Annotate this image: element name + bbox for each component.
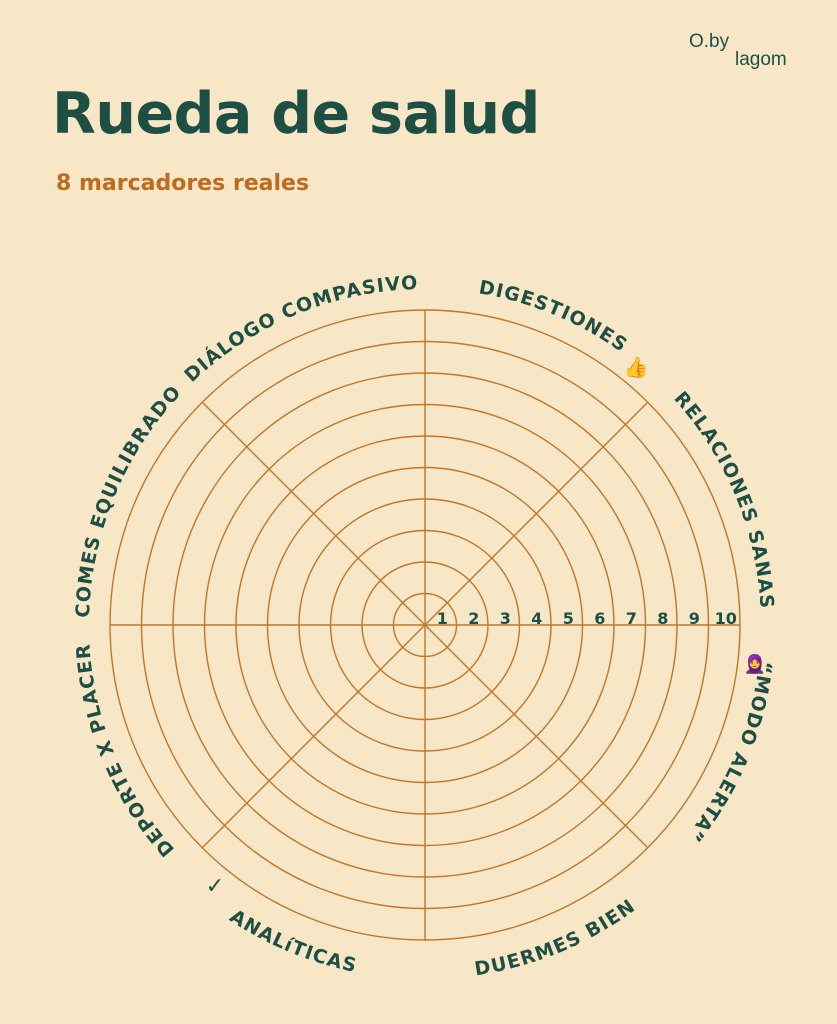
scale-number-3: 3	[500, 609, 511, 628]
scale-number-8: 8	[657, 609, 668, 628]
segment-label-6: DEPORTE X PLACER	[72, 642, 178, 860]
segment-label-4: DUERMES BIEN	[473, 895, 640, 981]
page-subtitle: 8 marcadores reales	[56, 171, 310, 196]
segment-label-5: ANALíTICAS	[226, 905, 359, 977]
segment-label-3: “MODO ALERTA”	[683, 660, 776, 846]
scale-number-10: 10	[715, 609, 737, 628]
scale-number-6: 6	[594, 609, 605, 628]
brand-part-2: lagom	[735, 49, 787, 70]
segment-label-7: COMES EQUILIBRADO	[72, 381, 186, 618]
scale-number-4: 4	[531, 609, 542, 628]
scale-number-1: 1	[437, 609, 448, 628]
page-title: Rueda de salud	[52, 81, 540, 147]
spoke-4	[201, 401, 649, 849]
segment-label-2: RELACIONES SANAS	[670, 387, 778, 610]
segment-label-1: DIGESTIONES	[477, 276, 632, 356]
segment-emoji-5: ✓	[206, 874, 224, 899]
scale-number-5: 5	[563, 609, 574, 628]
scale-number-9: 9	[689, 609, 700, 628]
wheel-scale: 1 2 3 4 5 6 7 8 9 10	[437, 609, 737, 628]
scale-number-2: 2	[468, 609, 479, 628]
wheel-grid	[109, 309, 741, 941]
segment-emoji-1: 👍	[624, 355, 649, 379]
segment-emoji-3: 🧕	[744, 653, 766, 675]
segment-label-8: DIÁLOGO COMPASIVO	[180, 272, 419, 387]
brand-part-1: O.by	[689, 31, 730, 52]
scale-number-7: 7	[626, 609, 637, 628]
